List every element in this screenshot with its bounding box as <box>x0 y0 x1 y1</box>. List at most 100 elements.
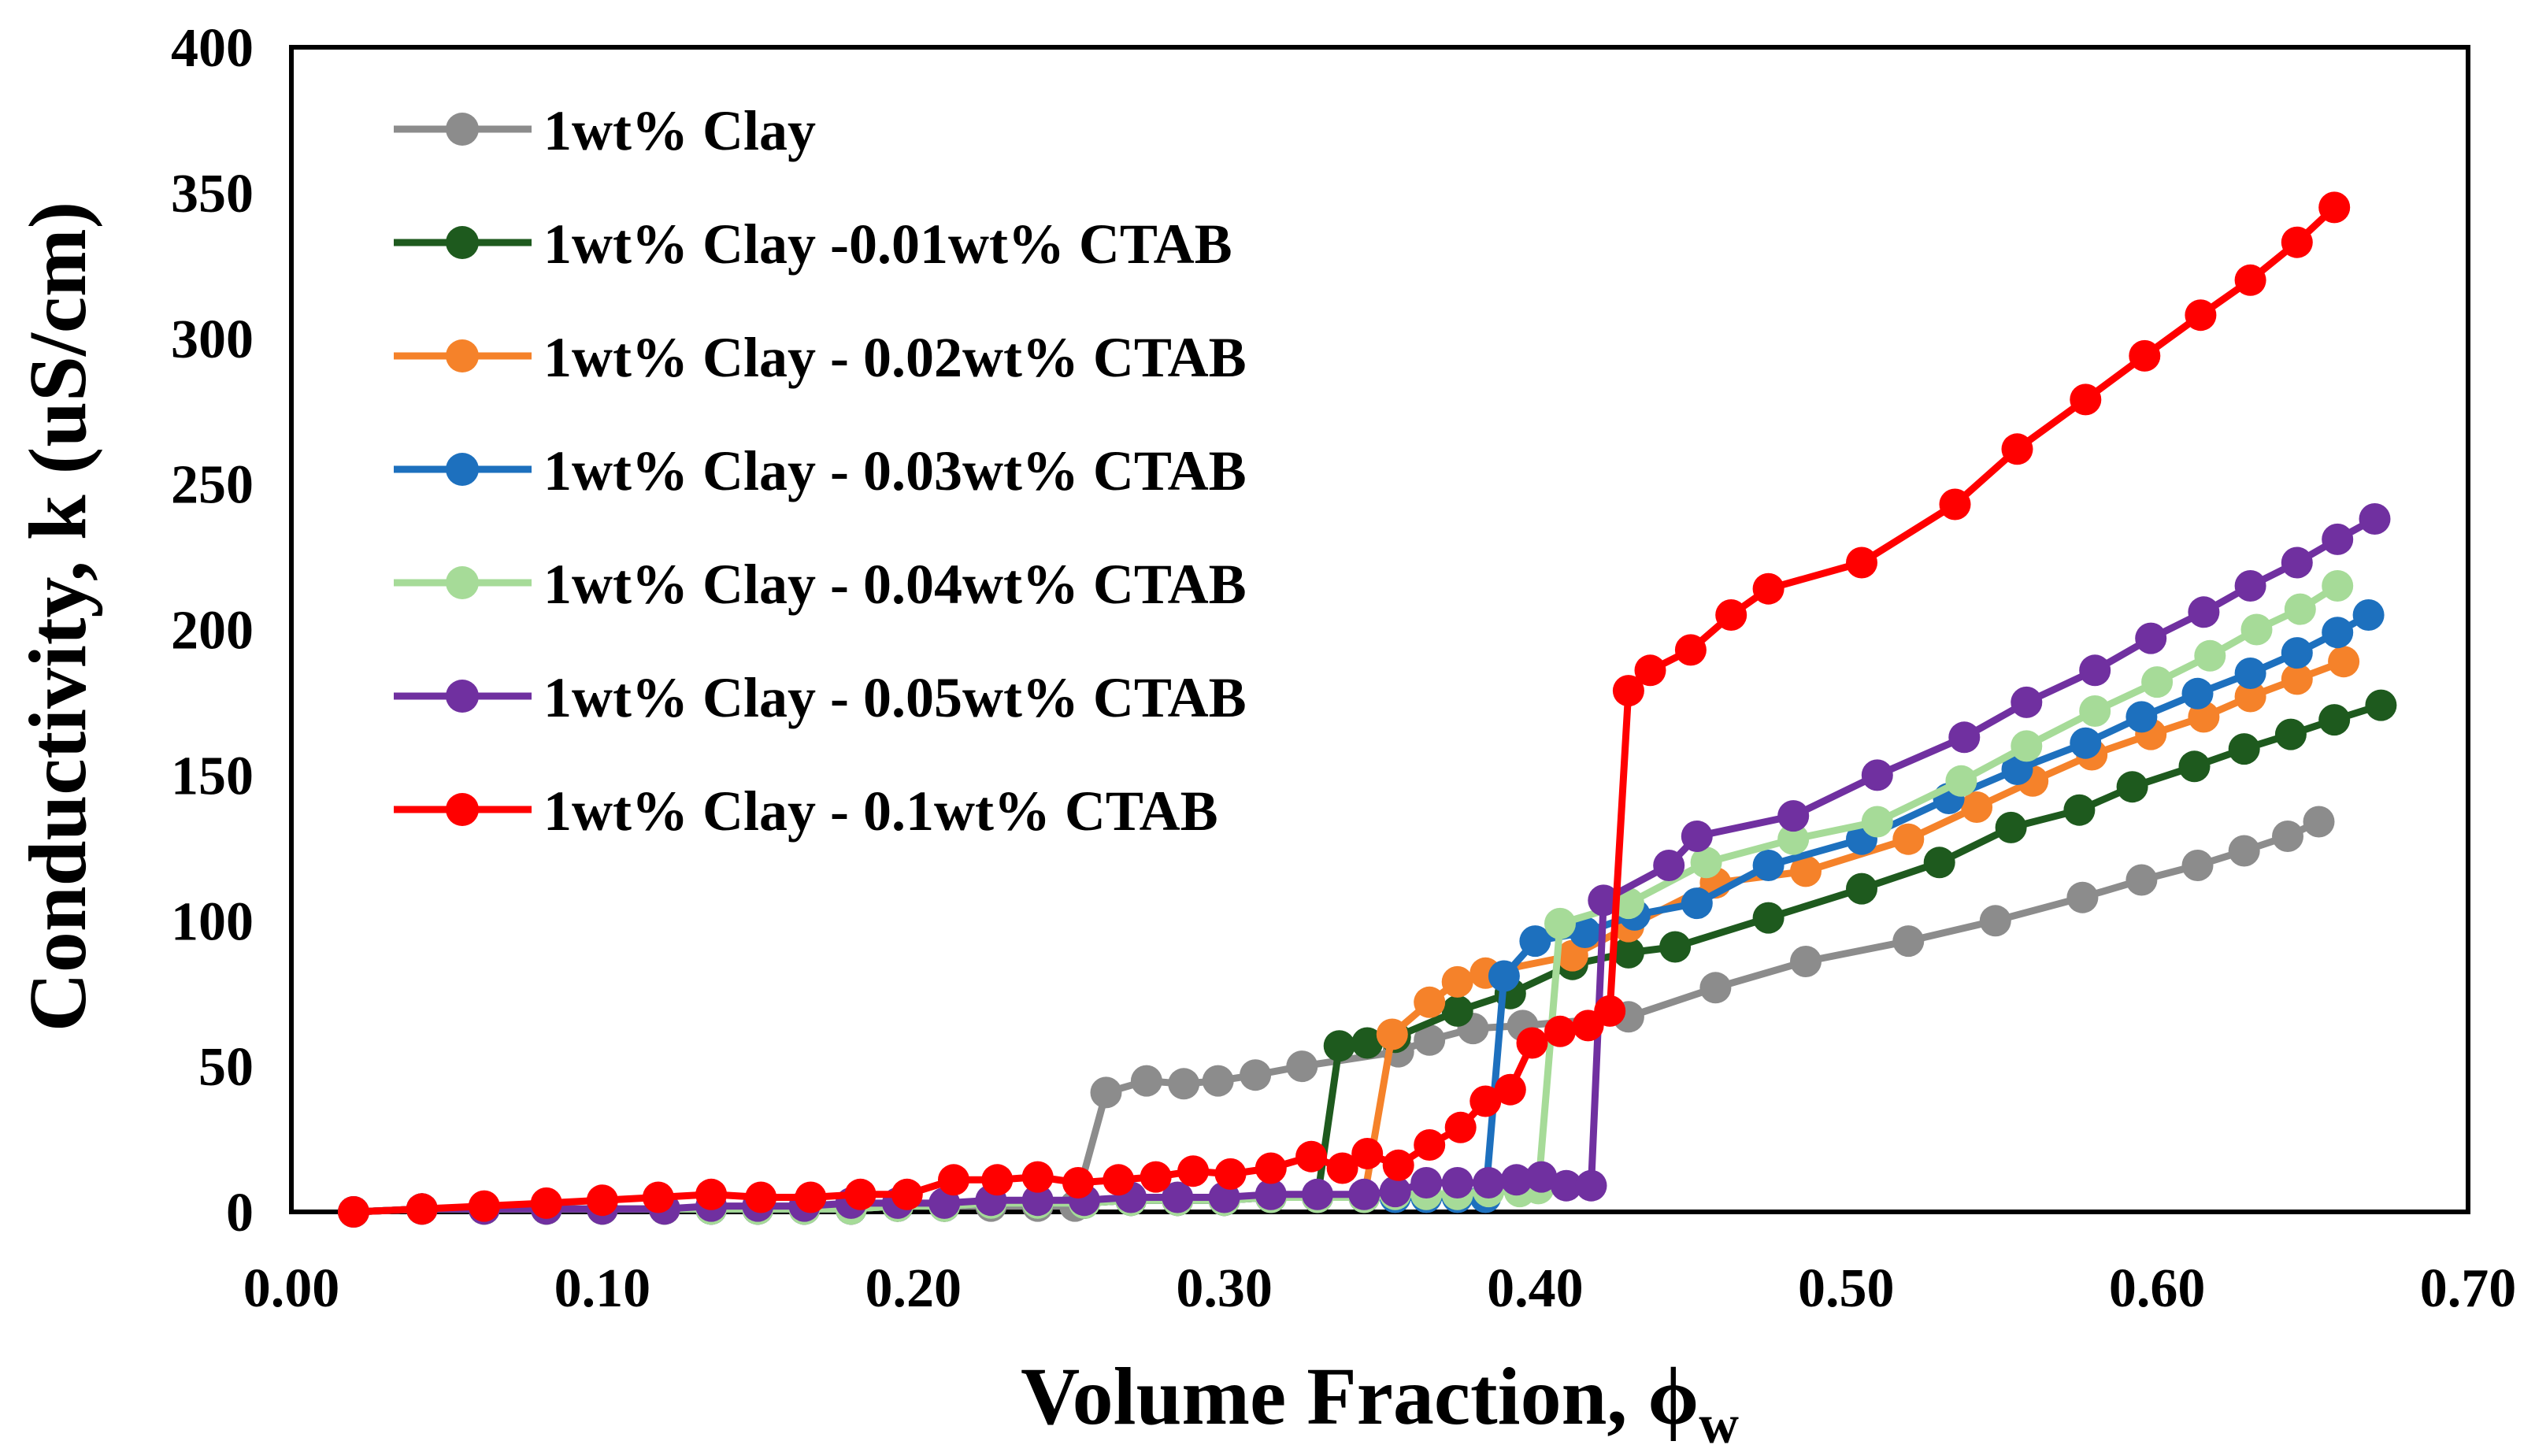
legend-label-1: 1wt% Clay <box>543 99 816 162</box>
data-point <box>1103 1164 1135 1196</box>
data-point <box>1414 986 1446 1018</box>
data-point <box>2228 835 2260 867</box>
data-point <box>2228 733 2260 765</box>
data-point <box>2359 503 2391 535</box>
legend-label-4: 1wt% Clay - 0.03wt% CTAB <box>543 439 1247 502</box>
data-point <box>2079 654 2111 687</box>
data-point <box>1612 887 1644 920</box>
data-point <box>1612 936 1644 969</box>
y-tick-label: 200 <box>171 601 254 661</box>
data-point <box>1846 546 1877 579</box>
data-point <box>1588 884 1620 917</box>
data-point <box>1634 654 1666 687</box>
data-point <box>2135 622 2167 654</box>
x-tick-label: 0.20 <box>865 1258 962 1319</box>
y-tick-label: 350 <box>171 164 254 224</box>
data-point <box>2281 546 2313 579</box>
x-axis-title-text: Volume Fraction, <box>1021 1351 1647 1442</box>
data-point <box>1494 1073 1526 1106</box>
x-axis-title-subscript: w <box>1699 1395 1739 1455</box>
series-line <box>353 205 2337 1216</box>
data-point <box>2322 523 2354 555</box>
data-point <box>1550 1169 1582 1202</box>
legend-label-6: 1wt% Clay - 0.05wt% CTAB <box>543 666 1247 729</box>
data-point <box>1923 847 1955 879</box>
data-point <box>2125 864 2158 896</box>
data-point <box>745 1181 777 1213</box>
data-point <box>2240 613 2273 646</box>
legend-label-3: 1wt% Clay - 0.02wt% CTAB <box>543 326 1247 389</box>
data-point <box>1351 1027 1384 1059</box>
data-point <box>2181 850 2214 881</box>
x-tick-label: 0.30 <box>1176 1258 1273 1319</box>
data-point <box>1326 1152 1358 1184</box>
data-point <box>1979 905 2011 937</box>
data-point <box>1544 907 1576 939</box>
data-point <box>1681 887 1713 920</box>
data-point <box>2234 264 2266 296</box>
data-point <box>1945 765 1977 797</box>
data-point <box>2365 689 2397 721</box>
data-point <box>1659 931 1692 963</box>
data-point <box>1351 1138 1384 1169</box>
data-point <box>1323 1030 1355 1062</box>
y-tick-label: 250 <box>171 455 254 516</box>
x-tick-label: 0.40 <box>1487 1258 1584 1319</box>
data-point <box>938 1164 969 1196</box>
data-point <box>2352 599 2385 631</box>
data-point <box>1414 1129 1446 1161</box>
legend-marker-1 <box>446 113 479 146</box>
data-point <box>1961 791 1993 823</box>
data-point <box>695 1178 728 1210</box>
data-point <box>1777 800 1810 832</box>
data-point <box>844 1178 877 1210</box>
series-line <box>353 658 2345 1216</box>
x-axis-title: Volume Fraction, ϕw <box>1021 1351 1739 1455</box>
data-point <box>1892 823 1925 855</box>
legend-label-7: 1wt% Clay - 0.1wt% CTAB <box>543 780 1218 843</box>
data-point <box>2322 617 2354 649</box>
data-point <box>1752 902 1785 934</box>
data-point <box>1162 1181 1194 1213</box>
data-point <box>642 1181 674 1213</box>
data-point <box>1140 1161 1172 1193</box>
data-point <box>795 1181 827 1213</box>
data-point <box>1500 1164 1532 1196</box>
y-axis-title: Conductivity, k (uS/cm) <box>13 202 103 1032</box>
data-point <box>1790 855 1822 887</box>
data-point <box>1544 1015 1576 1047</box>
data-point <box>1674 634 1707 666</box>
data-point <box>586 1184 618 1217</box>
data-point <box>2185 299 2217 332</box>
data-point <box>1575 1169 1607 1202</box>
data-point <box>1699 972 1732 1004</box>
data-point <box>2281 226 2313 258</box>
data-point <box>1995 811 2027 843</box>
data-point <box>1556 939 1588 972</box>
data-point <box>1777 823 1810 855</box>
data-point <box>2116 771 2148 803</box>
data-point <box>1214 1158 1247 1190</box>
x-tick-label: 0.60 <box>2109 1258 2206 1319</box>
data-point <box>1653 850 1685 881</box>
data-point <box>2272 821 2303 852</box>
legend-marker-6 <box>446 680 479 713</box>
data-point <box>1715 599 1747 631</box>
data-point <box>2129 339 2161 372</box>
data-point <box>1021 1184 1054 1217</box>
x-axis-title-symbol: ϕ <box>1647 1351 1699 1442</box>
data-point <box>2318 704 2351 736</box>
data-point <box>2234 570 2266 602</box>
data-point <box>1062 1167 1094 1199</box>
data-point <box>2079 695 2111 727</box>
series-7 <box>338 191 2351 1228</box>
data-point <box>2194 639 2226 672</box>
data-point <box>2011 686 2043 718</box>
data-point <box>2274 718 2307 750</box>
y-tick-label: 50 <box>198 1037 254 1098</box>
y-tick-label: 100 <box>171 891 254 952</box>
data-point <box>2281 663 2313 695</box>
data-point <box>1168 1068 1200 1100</box>
data-point <box>1410 1167 1443 1199</box>
